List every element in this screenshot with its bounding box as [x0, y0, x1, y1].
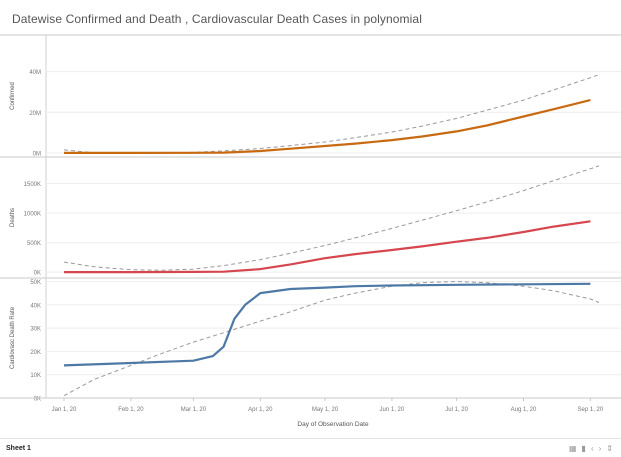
y-axis-title: Deaths [10, 208, 16, 227]
footer-divider [0, 438, 621, 439]
chart-title: Datewise Confirmed and Death , Cardiovas… [12, 12, 422, 26]
x-tick-label: May 1, 20 [312, 407, 339, 413]
x-tick-label: Aug 1, 20 [511, 407, 537, 413]
y-tick-label: 20M [29, 111, 41, 117]
y-axis-title: Cardiovasc Death Rate [10, 306, 16, 369]
filmstrip-view-icon[interactable]: ▮ [581, 444, 586, 453]
y-tick-label: 500K [27, 241, 41, 247]
x-tick-label: Feb 1, 20 [118, 407, 144, 413]
scroll-arrows-icon[interactable]: ⇕ [606, 444, 613, 453]
status-bar-controls: ▦ ▮ ‹ › ⇕ [569, 444, 613, 453]
y-axis-title: Confirmed [10, 82, 16, 110]
y-tick-label: 0M [33, 151, 41, 157]
y-tick-label: 40M [29, 70, 41, 76]
y-tick-label: 1000K [24, 212, 41, 218]
y-tick-label: 0K [34, 271, 41, 277]
series-line [64, 99, 591, 154]
series-line [64, 220, 591, 274]
x-tick-label: Sep 1, 20 [578, 407, 604, 413]
y-tick-label: 0K [34, 397, 41, 403]
chart: 0M 20M 40M Confirmed 0K 500K 1000K 1500K Deaths 0… [0, 34, 621, 428]
x-tick-label: Jun 1, 20 [380, 407, 405, 413]
trend-line [63, 165, 600, 271]
x-tick-label: Jan 1, 20 [52, 407, 77, 413]
series-line [63, 282, 591, 367]
x-tick-label: Jul 1, 20 [445, 407, 468, 413]
y-tick-label: 10K [30, 373, 41, 379]
y-tick-label: 50K [30, 280, 41, 286]
y-tick-label: 1500K [24, 182, 41, 188]
grid-view-icon[interactable]: ▦ [568, 444, 577, 453]
sheet-tab[interactable]: Sheet 1 [6, 445, 31, 452]
next-sheet-icon[interactable]: › [598, 444, 602, 453]
x-tick-label: Mar 1, 20 [181, 407, 207, 413]
y-tick-label: 40K [30, 303, 41, 309]
x-axis-title: Day of Observation Date [297, 421, 369, 428]
prev-sheet-icon[interactable]: ‹ [590, 444, 594, 453]
trend-line [63, 74, 600, 155]
y-tick-label: 30K [30, 327, 41, 333]
x-tick-label: Apr 1, 20 [248, 407, 273, 413]
y-tick-label: 20K [30, 350, 41, 356]
trend-line [63, 280, 600, 397]
